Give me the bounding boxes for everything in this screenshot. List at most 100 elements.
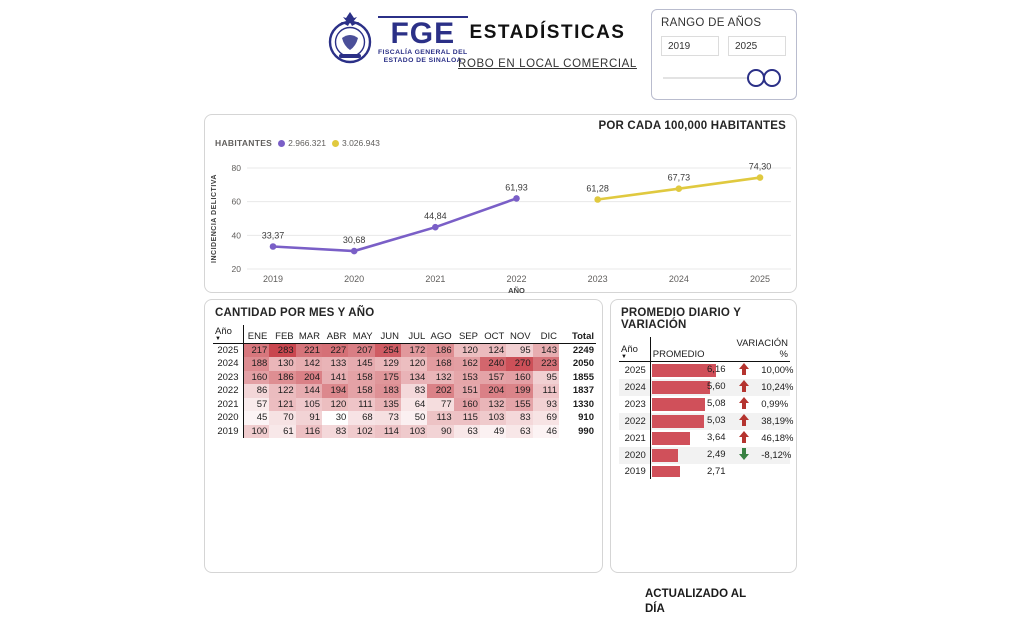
month-value-cell[interactable]: 95 (532, 370, 559, 384)
variation-cell[interactable]: -8,12% (761, 450, 792, 461)
promedio-bar-cell[interactable]: 5,60 (650, 379, 728, 396)
monthly-col-header[interactable]: FEB (269, 325, 296, 344)
table-row[interactable]: 2019 2,71 (619, 464, 790, 479)
month-value-cell[interactable]: 120 (453, 343, 480, 357)
month-value-cell[interactable]: 160 (453, 397, 480, 411)
month-value-cell[interactable]: 204 (295, 370, 322, 384)
line-chart[interactable]: 20 40 60 80 INCIDENCIA DELICTIVA 2019 2020 2021… (205, 145, 798, 294)
table-row[interactable]: 2024 5,60 10,24% (619, 379, 793, 396)
month-value-cell[interactable]: 132 (427, 370, 454, 384)
month-value-cell[interactable]: 73 (374, 411, 401, 425)
slider-track[interactable] (663, 77, 773, 79)
monthly-col-header[interactable]: MAR (295, 325, 322, 344)
month-value-cell[interactable]: 116 (295, 424, 322, 438)
month-value-cell[interactable]: 194 (321, 384, 349, 398)
month-value-cell[interactable]: 129 (374, 357, 401, 371)
monthly-col-header[interactable]: SEP (453, 325, 480, 344)
month-value-cell[interactable]: 45 (243, 411, 270, 425)
range-end-input[interactable] (728, 36, 786, 56)
total-cell[interactable]: 1837 (572, 385, 594, 397)
month-value-cell[interactable]: 77 (427, 397, 454, 411)
monthly-col-header[interactable]: JUL (400, 325, 428, 344)
data-point[interactable] (350, 247, 358, 255)
month-value-cell[interactable]: 160 (243, 370, 270, 384)
promedio-bar-cell[interactable]: 2,49 (650, 447, 728, 464)
year-cell[interactable]: 2021 (619, 430, 651, 447)
year-cell[interactable]: 2025 (619, 361, 651, 379)
data-point[interactable] (675, 185, 683, 192)
range-start-input[interactable] (661, 36, 719, 56)
year-cell[interactable]: 2020 (213, 411, 244, 425)
month-value-cell[interactable]: 103 (400, 424, 428, 438)
month-value-cell[interactable]: 158 (348, 370, 375, 384)
variation-cell[interactable]: 10,00% (761, 365, 794, 376)
month-value-cell[interactable]: 254 (374, 343, 401, 357)
monthly-col-header[interactable]: ABR (321, 325, 349, 344)
table-row[interactable]: 2023 5,08 0,99% (619, 396, 790, 413)
month-value-cell[interactable]: 186 (427, 343, 454, 357)
month-value-cell[interactable]: 64 (400, 397, 428, 411)
total-cell[interactable]: 1330 (572, 398, 594, 410)
month-value-cell[interactable]: 86 (243, 384, 270, 398)
month-value-cell[interactable]: 134 (400, 370, 428, 384)
table-row[interactable]: 2025 6,16 10,00% (619, 361, 794, 379)
year-cell[interactable]: 2023 (213, 370, 244, 384)
summary-col-header[interactable]: Año ▼ (619, 337, 651, 362)
table-row[interactable]: 2023 160 186 204 141 158 175 134 132 153 157 160 95 1… (213, 370, 596, 384)
month-value-cell[interactable]: 151 (453, 384, 480, 398)
data-point[interactable] (513, 195, 520, 202)
total-cell[interactable]: 2249 (572, 345, 594, 356)
table-row[interactable]: 2020 45 70 91 30 68 73 50 113 115 103 83 69 910 (213, 411, 596, 425)
promedio-bar-cell[interactable]: 5,03 (650, 413, 728, 430)
month-value-cell[interactable]: 153 (453, 370, 480, 384)
year-cell[interactable]: 2023 (619, 396, 651, 413)
month-value-cell[interactable]: 90 (427, 424, 454, 438)
year-cell[interactable]: 2022 (213, 384, 244, 398)
month-value-cell[interactable]: 168 (427, 357, 454, 371)
table-row[interactable]: 2024 188 130 142 133 145 129 120 168 162 240 270 223… (213, 357, 596, 371)
month-value-cell[interactable]: 115 (453, 411, 480, 425)
month-value-cell[interactable]: 141 (321, 370, 349, 384)
month-value-cell[interactable]: 240 (479, 357, 507, 371)
variation-cell[interactable]: 0,99% (761, 399, 789, 410)
month-value-cell[interactable]: 120 (321, 397, 349, 411)
month-value-cell[interactable]: 83 (506, 411, 533, 425)
month-value-cell[interactable]: 83 (400, 384, 428, 398)
month-value-cell[interactable]: 111 (532, 384, 559, 398)
monthly-col-header[interactable]: ENE (243, 325, 270, 344)
month-value-cell[interactable]: 158 (348, 384, 375, 398)
year-cell[interactable]: 2025 (213, 343, 244, 357)
month-value-cell[interactable]: 105 (295, 397, 322, 411)
month-value-cell[interactable]: 183 (374, 384, 401, 398)
year-cell[interactable]: 2019 (213, 424, 244, 438)
month-value-cell[interactable]: 69 (532, 411, 559, 425)
month-value-cell[interactable]: 83 (321, 424, 349, 438)
month-value-cell[interactable]: 91 (295, 411, 322, 425)
month-value-cell[interactable]: 70 (269, 411, 296, 425)
month-value-cell[interactable]: 103 (479, 411, 507, 425)
month-value-cell[interactable]: 50 (400, 411, 428, 425)
month-value-cell[interactable]: 145 (348, 357, 375, 371)
month-value-cell[interactable]: 57 (243, 397, 270, 411)
total-cell[interactable]: 1855 (572, 371, 594, 383)
variation-cell[interactable] (759, 464, 790, 479)
year-cell[interactable]: 2022 (619, 413, 651, 430)
month-value-cell[interactable]: 162 (453, 357, 480, 371)
month-value-cell[interactable]: 132 (479, 397, 507, 411)
month-value-cell[interactable]: 221 (295, 343, 322, 357)
month-value-cell[interactable]: 100 (243, 424, 270, 438)
month-value-cell[interactable]: 223 (532, 357, 559, 371)
month-value-cell[interactable]: 63 (453, 424, 480, 438)
monthly-col-header[interactable]: Total (559, 325, 596, 344)
month-value-cell[interactable]: 61 (269, 424, 296, 438)
month-value-cell[interactable]: 133 (321, 357, 349, 371)
table-row[interactable]: 2022 5,03 38,19% (619, 413, 793, 430)
month-value-cell[interactable]: 202 (427, 384, 454, 398)
month-value-cell[interactable]: 93 (532, 397, 559, 411)
month-value-cell[interactable]: 113 (427, 411, 454, 425)
month-value-cell[interactable]: 204 (479, 384, 507, 398)
promedio-bar-cell[interactable]: 5,08 (650, 396, 728, 413)
table-row[interactable]: 2021 3,64 46,18% (619, 430, 793, 447)
table-row[interactable]: 2019 100 61 116 83 102 114 103 90 63 49 63 46 990 (213, 424, 596, 438)
summary-col-header[interactable]: PROMEDIO (650, 337, 729, 362)
